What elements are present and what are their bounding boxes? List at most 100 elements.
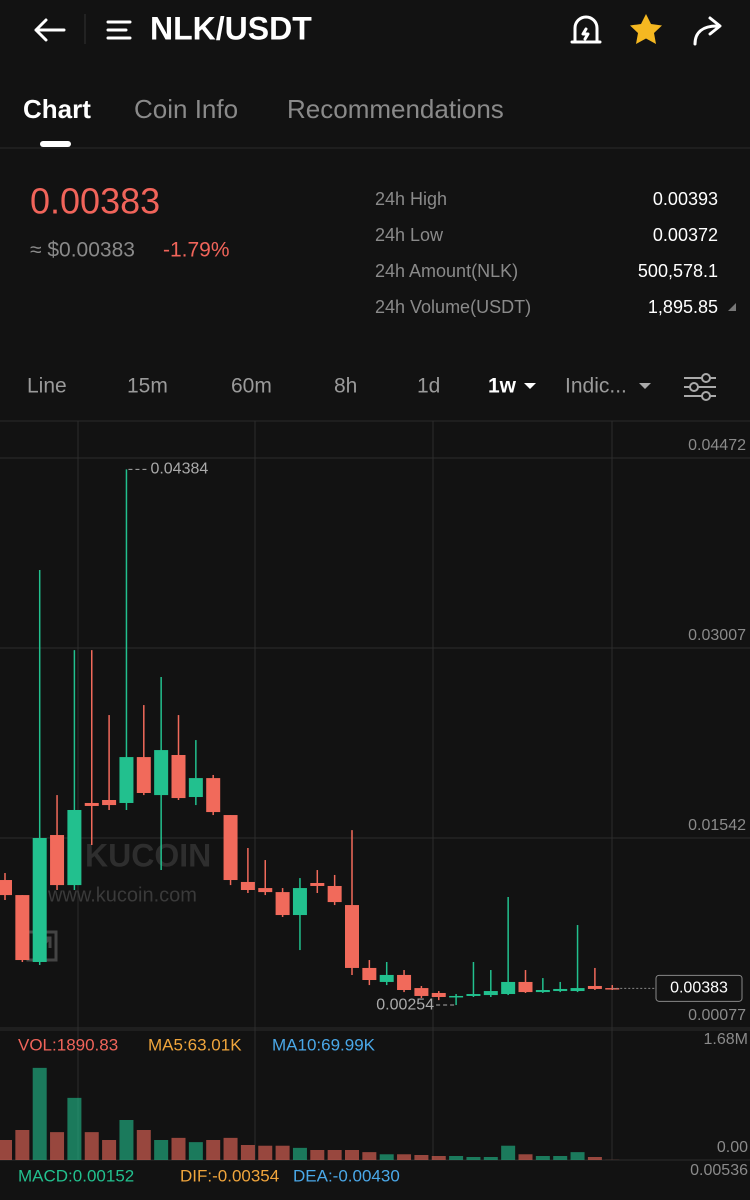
max-label: 0.04384 [150, 461, 208, 478]
stat-value: 0.00372 [653, 225, 718, 245]
volume-bar [102, 1140, 117, 1160]
volume-bar [0, 1140, 12, 1160]
interval-option[interactable]: Indic... [565, 375, 627, 398]
stat-value: 500,578.1 [638, 261, 718, 281]
stat-label: 24h High [375, 189, 447, 209]
settings-knob [689, 382, 699, 392]
volume-indicator: VOL:1890.83 [18, 1035, 118, 1054]
alert-button[interactable] [570, 15, 602, 44]
share-button[interactable] [693, 16, 722, 46]
candle-body [0, 880, 12, 896]
volume-bar [518, 1154, 533, 1160]
candle-body [206, 778, 221, 813]
candle-body [449, 995, 464, 998]
usd-price: ≈ $0.00383 [30, 239, 135, 262]
volume-bar [587, 1157, 602, 1160]
plot: 0.04472 0.03007 0.01542 0.00077 0.04384 0.002… [0, 437, 750, 1185]
volume-bar [119, 1120, 134, 1160]
volume-bar [431, 1156, 446, 1160]
y-tick-label: 0.04472 [688, 437, 746, 454]
interval-option[interactable]: 8h [334, 375, 357, 398]
last-price-label: 0.00383 [670, 980, 728, 997]
pair-title: NLK/USDT [150, 10, 312, 46]
watermark: KUCOIN [85, 837, 211, 873]
volume-bar [258, 1145, 273, 1160]
interval-option[interactable]: 60m [231, 375, 272, 398]
candle-body [362, 967, 377, 981]
volume-bar [327, 1150, 342, 1160]
volume-bar [223, 1137, 238, 1160]
volume-bar [84, 1132, 99, 1160]
intervals: Line 15m 60m 8h 1d 1w Indic... [27, 375, 627, 398]
volume-bar [362, 1152, 377, 1160]
candle-body [327, 885, 342, 903]
volume-tick-label: 0.00 [717, 1139, 748, 1156]
dropdown-icon [524, 383, 536, 389]
interval-option[interactable]: 15m [127, 375, 168, 398]
volume-bar [240, 1145, 255, 1160]
stat-label: 24h Low [375, 225, 444, 245]
tab[interactable]: Recommendations [287, 94, 504, 124]
candle-body [223, 815, 238, 881]
menu-button[interactable] [106, 20, 132, 40]
volume-bar [50, 1132, 65, 1160]
vertical-grid [77, 421, 613, 1160]
tab[interactable]: Coin Info [134, 94, 238, 124]
volume-bar [67, 1097, 82, 1160]
candle-body [501, 981, 516, 995]
candle-body [240, 881, 255, 891]
min-label: 0.00254 [376, 996, 434, 1013]
volume-bar [449, 1156, 464, 1160]
candle-body [171, 754, 186, 799]
candle-body [32, 838, 47, 962]
tab[interactable]: Chart [23, 94, 91, 124]
volume-bar [292, 1147, 307, 1160]
y-tick-label: 0.01542 [688, 817, 746, 834]
candle-body [518, 981, 533, 993]
volume-bar [154, 1140, 169, 1160]
volume-bar [483, 1157, 498, 1160]
candle-body [292, 888, 307, 916]
candle-body [136, 757, 151, 793]
stat-label: 24h Amount(NLK) [375, 261, 518, 281]
interval-option[interactable]: 1d [417, 375, 440, 398]
price-change: -1.79% [163, 239, 230, 262]
volume-bar [570, 1152, 585, 1160]
settings-knob [701, 391, 711, 401]
macd-indicator: DEA:-0.00430 [293, 1166, 400, 1185]
volume-bar [397, 1154, 412, 1160]
watermark: www.kucoin.com [47, 884, 197, 906]
candle-body [258, 888, 273, 893]
back-button[interactable] [34, 18, 66, 42]
volume-bar [171, 1137, 186, 1160]
last-price-box [655, 974, 743, 1002]
y-tick-label: 0.00077 [688, 1007, 746, 1024]
volume-bar [188, 1142, 203, 1160]
candle-body [84, 802, 99, 806]
candle-body [275, 892, 290, 916]
volume-tick-label: 1.68M [704, 1031, 748, 1048]
candle-body [553, 988, 568, 992]
volume-bar [414, 1155, 429, 1160]
expand-icon[interactable] [728, 303, 736, 311]
last-price: 0.00383 [30, 181, 160, 222]
volume-bar [275, 1145, 290, 1160]
interval-option[interactable]: 1w [488, 375, 517, 398]
y-tick-label: 0.03007 [688, 627, 746, 644]
candle-body [102, 800, 117, 806]
volume-bar [206, 1140, 221, 1160]
favorite-button[interactable] [630, 14, 662, 44]
volume-indicator: MA10:69.99K [272, 1035, 376, 1054]
stat-value: 0.00393 [653, 189, 718, 209]
dropdown-icon [639, 383, 651, 389]
candle-body [67, 809, 82, 886]
interval-option[interactable]: Line [27, 375, 67, 398]
volume-indicator: MA5:63.01K [148, 1035, 242, 1054]
volume-bar [136, 1130, 151, 1160]
candle-body [188, 778, 203, 798]
candle-body [535, 990, 550, 993]
candle-body [587, 985, 602, 989]
